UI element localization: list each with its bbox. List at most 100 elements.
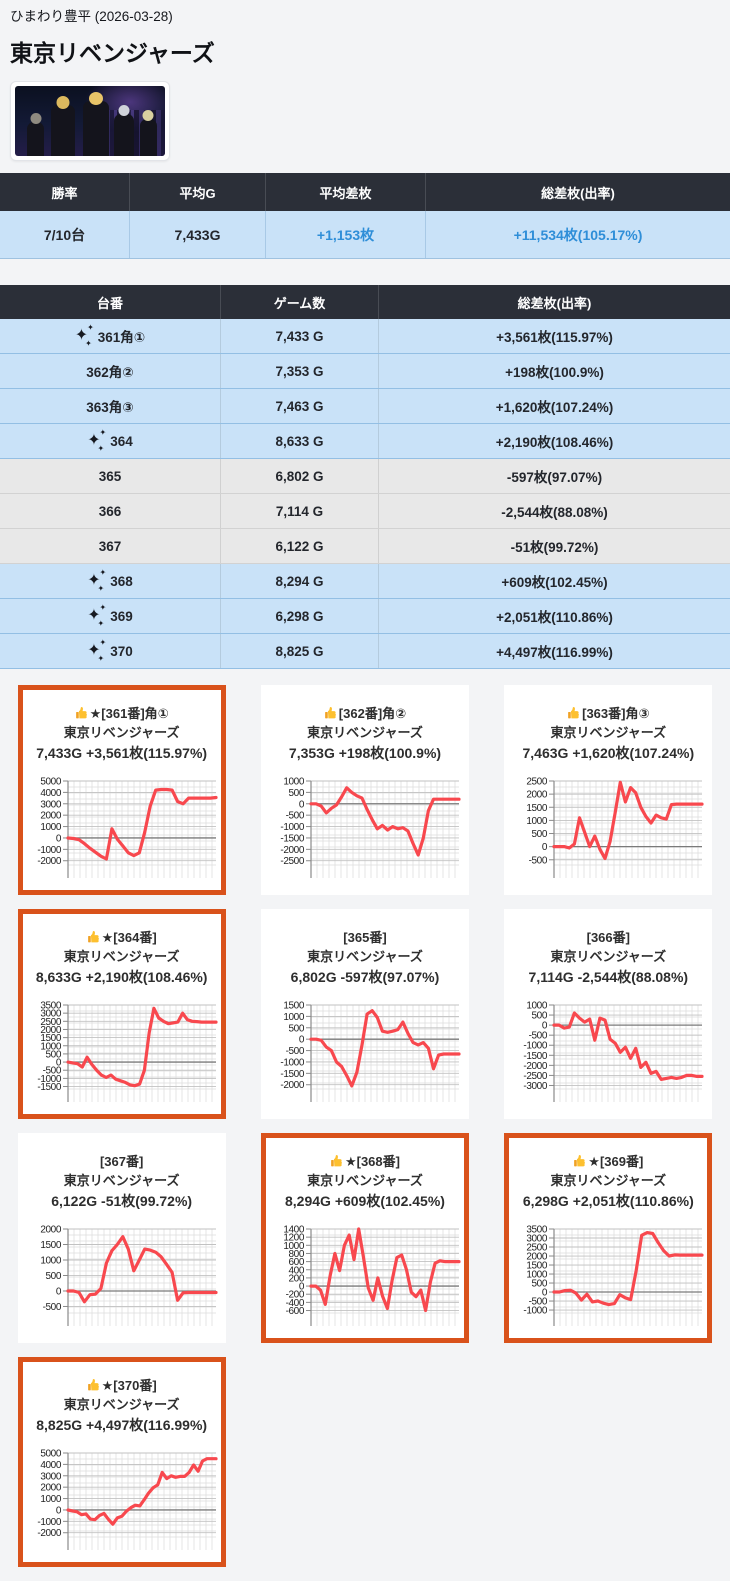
games-cell: 6,298 G	[220, 599, 378, 633]
svg-text:1500: 1500	[527, 1261, 548, 1272]
chart-title-line1: [363番]角③	[523, 705, 695, 724]
svg-text:-1500: -1500	[524, 1051, 548, 1062]
chart-machine-name: 東京リベンジャーズ	[550, 724, 667, 740]
table-row: ✦ ✦ ✦ 361角① 7,433 G +3,561枚(115.97%)	[0, 319, 730, 354]
sparkle-icon: ✦ ✦ ✦	[87, 602, 107, 628]
chart-plot-area: 1500 1000 500 0 -500 -1000 -1500 -2000	[267, 999, 463, 1114]
svg-text:600: 600	[288, 1257, 304, 1268]
svg-text:1000: 1000	[40, 1494, 61, 1505]
chart-title-line1: ★[361番]角①	[36, 705, 207, 724]
svg-text:1000: 1000	[283, 1241, 304, 1252]
thumbs-up-icon	[574, 1155, 586, 1167]
table-row: 365 6,802 G -597枚(97.07%)	[0, 459, 730, 494]
machine-number-cell: ✦ ✦ ✦ 370	[0, 634, 220, 668]
summary-header-cell: 平均G	[129, 173, 265, 211]
machine-number-cell: ✦ ✦ ✦ 361角①	[0, 319, 220, 353]
svg-text:500: 500	[288, 788, 304, 799]
machine-bracket-label: [361番]	[101, 706, 145, 721]
svg-text:-3000: -3000	[524, 1081, 548, 1092]
summary-value-cell: +11,534枚(105.17%)	[425, 211, 730, 258]
table-row: ✦ ✦ ✦ 369 6,298 G +2,051枚(110.86%)	[0, 599, 730, 634]
summary-table-header: 勝率 平均G 平均差枚 総差枚(出率)	[0, 173, 730, 211]
games-cell: 6,122 G	[220, 529, 378, 563]
chart-machine-name: 東京リベンジャーズ	[307, 948, 423, 964]
svg-text:1500: 1500	[40, 1240, 61, 1251]
svg-text:-200: -200	[286, 1290, 305, 1301]
result-cell: +609枚(102.45%)	[378, 564, 730, 598]
table-row: 362角② 7,353 G +198枚(100.9%)	[0, 354, 730, 389]
svg-text:3000: 3000	[40, 1471, 61, 1482]
character-silhouette	[51, 96, 75, 156]
summary-header-cell: 勝率	[51, 185, 78, 201]
result-cell: +2,051枚(110.86%)	[378, 599, 730, 633]
svg-text:-1000: -1000	[37, 1074, 61, 1085]
svg-text:-2500: -2500	[524, 1071, 548, 1082]
chart-stats-line: 7,353G +198枚(100.9%)	[288, 744, 442, 761]
star-icon: ★	[101, 930, 114, 945]
thumbnail-art	[15, 86, 165, 156]
machine-position-label: 角③	[625, 706, 650, 721]
svg-text:0: 0	[542, 1288, 548, 1299]
machine-bracket-label: [369番]	[599, 1154, 644, 1169]
svg-text:1400: 1400	[283, 1224, 304, 1235]
games-cell: 6,802 G	[220, 459, 378, 493]
svg-text:0: 0	[299, 799, 305, 810]
machine-bracket-label: [367番]	[99, 1154, 144, 1169]
svg-text:0: 0	[299, 1282, 305, 1293]
chart-stats-line: 8,825G +4,497枚(116.99%)	[36, 1416, 208, 1433]
svg-text:-500: -500	[529, 1297, 548, 1308]
summary-value-cell: 7/10台	[43, 226, 86, 243]
svg-text:1000: 1000	[527, 816, 548, 827]
svg-text:1500: 1500	[283, 1000, 304, 1011]
machine-number-cell: 362角②	[0, 354, 220, 388]
chart-title-line1: [365番]	[291, 929, 440, 948]
table-row: ✦ ✦ ✦ 364 8,633 G +2,190枚(108.46%)	[0, 424, 730, 459]
machine-number-label: 364	[110, 433, 133, 449]
svg-text:-1500: -1500	[37, 1082, 61, 1093]
sparkle-icon: ✦ ✦ ✦	[87, 427, 107, 453]
charts-grid: ★[361番]角① 東京リベンジャーズ 7,433G +3,561枚(115.97%…	[0, 685, 730, 1581]
chart-plot-area: 3500 3000 2500 2000 1500 1000 500 0 -500 -1000	[510, 1223, 706, 1338]
svg-text:1000: 1000	[283, 776, 304, 787]
chart-card: ★[364番] 東京リベンジャーズ 8,633G +2,190枚(108.46%) 3…	[17, 909, 226, 1119]
thumbs-up-icon	[87, 931, 99, 943]
table-row: ✦ ✦ ✦ 370 8,825 G +4,497枚(116.99%)	[0, 634, 730, 669]
chart-title: ★[369番] 東京リベンジャーズ 6,298G +2,051枚(110.86%)	[523, 1153, 694, 1211]
chart-plot-area: 1000 500 0 -500 -1000 -1500 -2000 -2500 -3000	[510, 999, 706, 1114]
table-row: 366 7,114 G -2,544枚(88.08%)	[0, 494, 730, 529]
chart-machine-name: 東京リベンジャーズ	[307, 724, 423, 740]
sparkle-icon: ✦ ✦ ✦	[87, 637, 107, 663]
chart-card: [362番]角② 東京リベンジャーズ 7,353G +198枚(100.9%) 100…	[260, 685, 469, 895]
machine-thumbnail[interactable]	[10, 81, 170, 161]
svg-text:-1500: -1500	[280, 833, 304, 844]
trend-chart: 2500 2000 1500 1000 500 0 -500	[527, 776, 704, 878]
star-icon: ★	[101, 1378, 114, 1393]
table-row: 367 6,122 G -51枚(99.72%)	[0, 529, 730, 564]
chart-title: [363番]角③ 東京リベンジャーズ 7,463G +1,620枚(107.24%)	[523, 705, 695, 763]
star-icon: ★	[89, 706, 102, 721]
chart-stats-line: 6,298G +2,051枚(110.86%)	[522, 1192, 694, 1209]
trend-chart: 2000 1500 1000 500 0 -500	[40, 1224, 218, 1326]
machine-number-label: 365	[98, 468, 122, 484]
slump-graph-line	[552, 1230, 704, 1307]
svg-text:1200: 1200	[283, 1233, 304, 1244]
svg-text:400: 400	[288, 1265, 304, 1276]
page: ひまわり豊平 (2026-03-28) 東京リベンジャーズ 勝率 平均G 平均差枚総…	[0, 5, 730, 1581]
games-cell: 7,353 G	[220, 354, 378, 388]
svg-text:-500: -500	[42, 1066, 61, 1077]
machine-table-body: ✦ ✦ ✦ 361角① 7,433 G +3,561枚(115.97%) 362角② 7,35…	[0, 319, 730, 669]
svg-text:0: 0	[542, 842, 548, 853]
machine-table-header: 台番 ゲーム数 総差枚(出率)	[0, 285, 730, 319]
chart-stats-line: 8,294G +609枚(102.45%)	[285, 1192, 445, 1209]
machine-bracket-label: [364番]	[113, 930, 157, 945]
svg-text:-1000: -1000	[280, 822, 304, 833]
chart-card: [366番] 東京リベンジャーズ 7,114G -2,544枚(88.08%) 100…	[504, 909, 713, 1119]
svg-text:-500: -500	[529, 1031, 548, 1042]
summary-table: 勝率 平均G 平均差枚 総差枚(出率) 7/10台 7,433G +1,153枚 +11,5…	[0, 173, 730, 259]
summary-value-cell: 7,433G	[129, 211, 265, 258]
